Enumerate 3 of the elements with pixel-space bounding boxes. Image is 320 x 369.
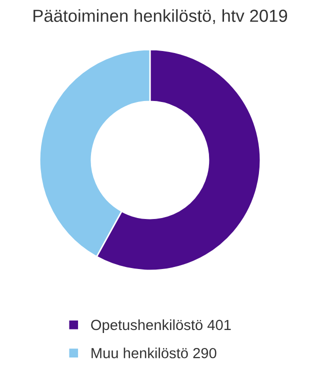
- legend-label: Muu henkilöstö 290: [92, 348, 216, 358]
- legend-label: Opetushenkilöstö 401: [91, 319, 231, 333]
- chart-title: Päätoiminen henkilöstö, htv 2019: [34, 9, 288, 24]
